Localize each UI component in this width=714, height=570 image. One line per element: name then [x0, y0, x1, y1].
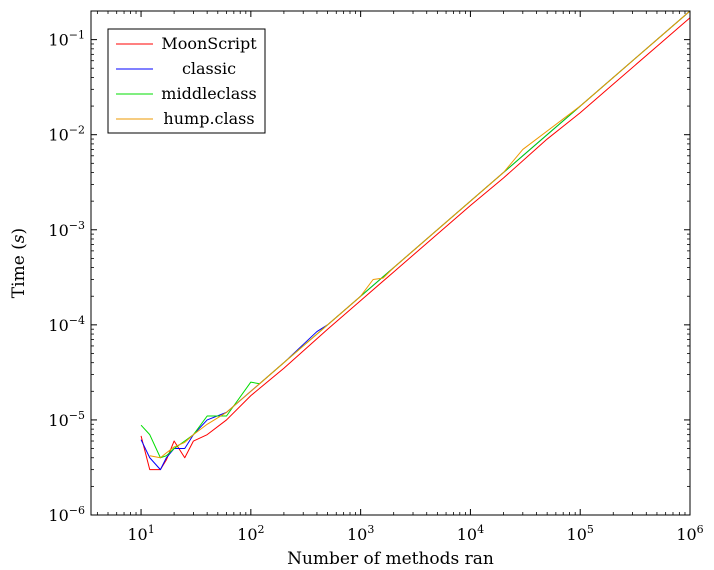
legend-label-0: MoonScript: [161, 34, 257, 53]
series-line-3: [149, 10, 691, 459]
y-tick-label: 10−1: [48, 29, 85, 50]
x-tick-label: 101: [127, 523, 154, 544]
y-tick-label: 10−5: [48, 409, 85, 430]
legend-label-2: middleclass: [161, 84, 256, 103]
x-tick-label: 102: [237, 523, 264, 544]
y-tick-label: 10−4: [48, 314, 85, 335]
x-tick-label: 103: [347, 523, 374, 544]
x-tick-label: 104: [457, 523, 484, 544]
legend-items: MoonScript classic middleclass hump.class: [116, 34, 257, 128]
y-tick-labels: 10−6 10−5 10−4 10−3 10−2 10−1: [48, 29, 85, 525]
x-tick-label: 105: [567, 523, 594, 544]
y-tick-label: 10−3: [48, 219, 85, 240]
y-tick-label: 10−2: [48, 124, 85, 145]
legend-label-1: classic: [182, 59, 236, 78]
series-layer: [140, 10, 691, 471]
legend-label-3: hump.class: [163, 109, 254, 128]
x-axis-label: Number of methods ran: [287, 549, 494, 569]
legend-box: [107, 28, 266, 134]
legend: MoonScript classic middleclass hump.class: [107, 28, 266, 134]
y-tick-label: 10−6: [48, 504, 85, 525]
x-tick-label: 106: [676, 523, 703, 544]
x-tick-labels: 101 102 103 104 105 106: [127, 523, 703, 544]
y-axis-label: Time (s): [9, 228, 29, 298]
plot-frame: [90, 10, 691, 516]
